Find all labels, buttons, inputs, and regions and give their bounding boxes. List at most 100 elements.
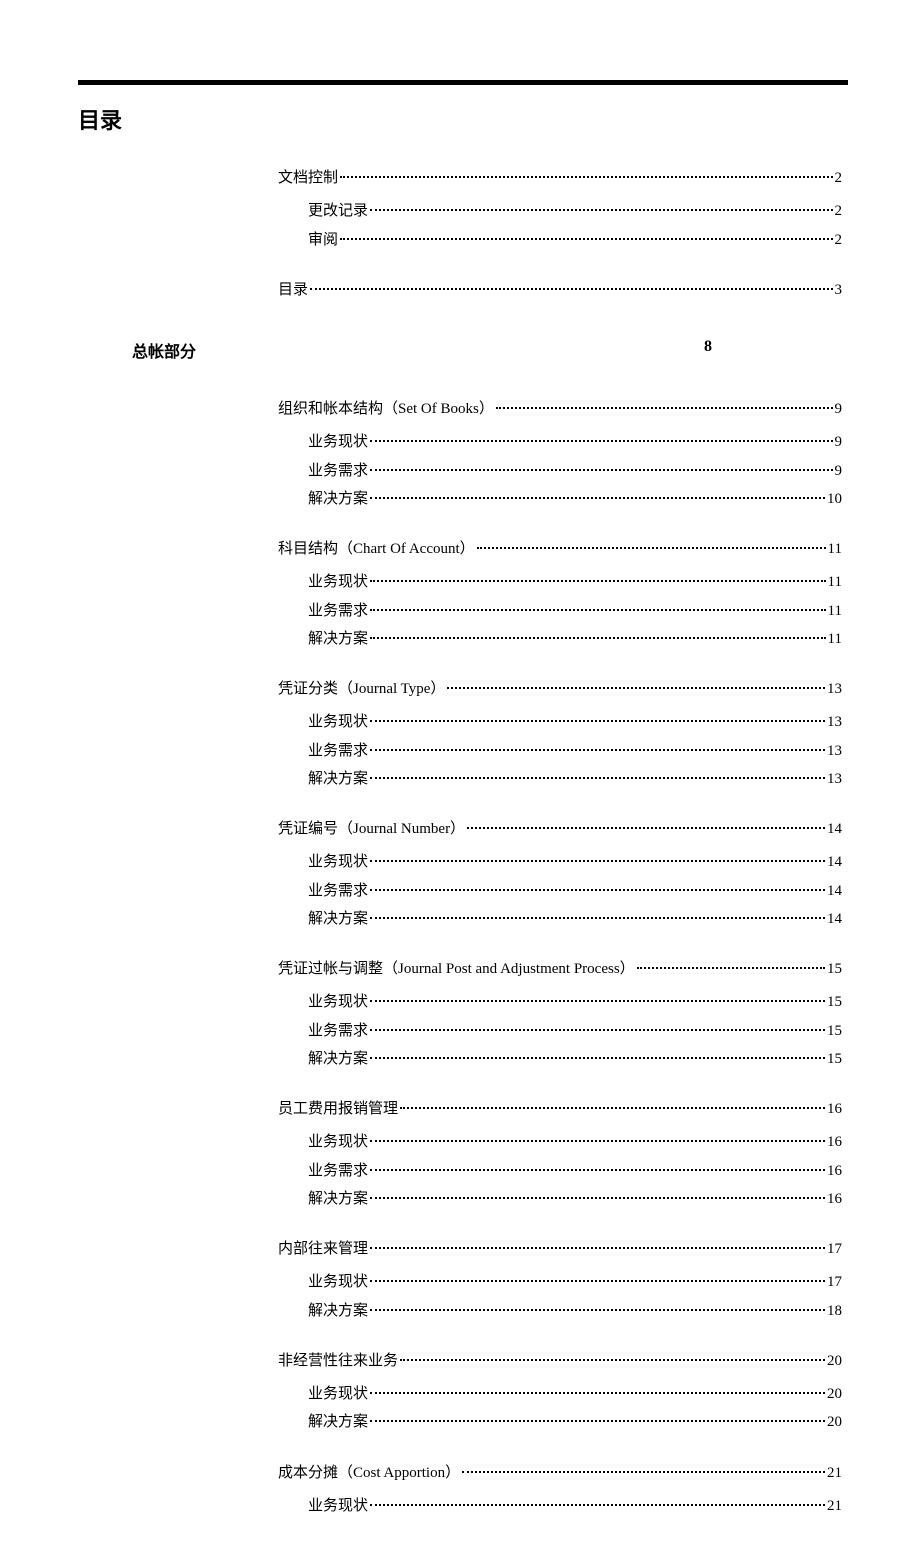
toc-entry[interactable]: 内部往来管理17 <box>278 1238 842 1261</box>
toc-entry[interactable]: 业务现状 15 <box>278 991 842 1014</box>
toc-entry[interactable]: 业务需求 11 <box>278 600 842 623</box>
toc-entry[interactable]: 非经营性往来业务20 <box>278 1350 842 1373</box>
page-title: 目录 <box>78 103 848 135</box>
toc-entry[interactable]: 凭证过帐与调整（Journal Post and Adjustment Proc… <box>278 958 842 981</box>
toc-entry[interactable]: 业务现状16 <box>278 1131 842 1154</box>
toc-entry-label: 业务现状 <box>308 711 368 734</box>
toc-entry-page: 20 <box>827 1383 842 1406</box>
toc-entry-label: 凭证编号（Journal Number） <box>278 818 465 841</box>
toc-entry-page: 13 <box>827 768 842 791</box>
toc-entry-label: 业务需求 <box>308 740 368 763</box>
toc-entry-page: 15 <box>827 1020 842 1043</box>
toc-entry[interactable]: 业务现状20 <box>278 1383 842 1406</box>
toc-entry[interactable]: 解决方案11 <box>278 628 842 651</box>
toc-entry[interactable]: 组织和帐本结构（Set Of Books）9 <box>278 398 842 421</box>
toc-entry[interactable]: 业务现状9 <box>278 431 842 454</box>
toc-entry[interactable]: 解决方案10 <box>278 488 842 511</box>
toc-entry[interactable]: 业务现状13 <box>278 711 842 734</box>
toc-entry[interactable]: 凭证编号（Journal Number） 14 <box>278 818 842 841</box>
toc-entry[interactable]: 业务需求9 <box>278 460 842 483</box>
toc-entry-label: 业务现状 <box>308 571 368 594</box>
toc-entry[interactable]: 解决方案14 <box>278 908 842 931</box>
toc-entry-label: 解决方案 <box>308 1411 368 1434</box>
section-header: 总帐部分 8 <box>78 338 848 362</box>
toc-entry[interactable]: 业务需求15 <box>278 1020 842 1043</box>
toc-entry-page: 16 <box>827 1160 842 1183</box>
toc-entry-label: 业务现状 <box>308 851 368 874</box>
toc-entry[interactable]: 解决方案 13 <box>278 768 842 791</box>
toc-group-gap <box>278 1440 842 1450</box>
toc-entry-page: 11 <box>828 571 842 594</box>
toc-entry-label: 解决方案 <box>308 628 368 651</box>
toc-group-gap <box>278 656 842 666</box>
toc-entry-label: 目录 <box>278 279 308 302</box>
toc-leader <box>370 1280 825 1282</box>
toc-entry-page: 21 <box>827 1495 842 1518</box>
toc-leader <box>370 1057 825 1059</box>
toc-entry-page: 20 <box>827 1411 842 1434</box>
page-container: 目录 文档控制2 更改记录2 审阅 2 目录 3 总帐部分 8 组织和帐本结构（Set O… <box>0 0 920 1563</box>
toc-entry[interactable]: 业务现状17 <box>278 1271 842 1294</box>
toc-entry-label: 业务现状 <box>308 991 368 1014</box>
toc-entry-label: 文档控制 <box>278 167 338 190</box>
toc-entry-label: 业务现状 <box>308 1271 368 1294</box>
toc-entry-page: 15 <box>827 991 842 1014</box>
toc-group-gap <box>278 936 842 946</box>
toc-leader <box>637 967 825 969</box>
toc-entry-page: 9 <box>835 431 843 454</box>
toc-entry[interactable]: 业务现状 14 <box>278 851 842 874</box>
toc-entry-page: 11 <box>828 600 842 623</box>
toc-entry[interactable]: 解决方案 20 <box>278 1411 842 1434</box>
toc-entry-label: 解决方案 <box>308 1300 368 1323</box>
toc-entry-page: 11 <box>828 538 842 561</box>
toc-entry[interactable]: 解决方案18 <box>278 1300 842 1323</box>
toc-leader <box>370 1000 825 1002</box>
toc-entry-page: 16 <box>827 1098 842 1121</box>
toc-group-gap <box>278 796 842 806</box>
toc-group-gap <box>278 257 842 267</box>
toc-leader <box>467 827 825 829</box>
toc-leader <box>370 1504 825 1506</box>
toc-entry-label: 业务需求 <box>308 600 368 623</box>
toc-entry[interactable]: 科目结构（Chart Of Account）11 <box>278 538 842 561</box>
toc-leader <box>310 288 832 290</box>
toc-group-gap <box>278 1328 842 1338</box>
toc-entry-label: 内部往来管理 <box>278 1238 368 1261</box>
toc-entry-page: 14 <box>827 851 842 874</box>
toc-entry-page: 15 <box>827 958 842 981</box>
toc-entry-label: 员工费用报销管理 <box>278 1098 398 1121</box>
toc-entry-page: 2 <box>835 229 843 252</box>
toc-entry[interactable]: 目录 3 <box>278 279 842 302</box>
toc-entry[interactable]: 凭证分类（Journal Type）13 <box>278 678 842 701</box>
toc-entry[interactable]: 业务需求16 <box>278 1160 842 1183</box>
toc-leader <box>477 547 826 549</box>
toc-entry-label: 非经营性往来业务 <box>278 1350 398 1373</box>
toc-entry[interactable]: 审阅 2 <box>278 229 842 252</box>
toc-entry-label: 解决方案 <box>308 768 368 791</box>
toc-leader <box>370 777 825 779</box>
toc-entry[interactable]: 成本分摊（Cost Apportion）21 <box>278 1462 842 1485</box>
toc-entry-label: 审阅 <box>308 229 338 252</box>
toc-leader <box>370 860 825 862</box>
toc-entry-page: 16 <box>827 1131 842 1154</box>
toc-entry[interactable]: 更改记录2 <box>278 200 842 223</box>
toc-leader <box>370 1420 825 1422</box>
toc-entry-page: 10 <box>827 488 842 511</box>
top-rule <box>78 80 848 85</box>
toc-leader <box>462 1471 825 1473</box>
toc-entry-page: 14 <box>827 818 842 841</box>
toc-entry[interactable]: 业务需求 13 <box>278 740 842 763</box>
toc-entry[interactable]: 员工费用报销管理 16 <box>278 1098 842 1121</box>
toc-entry[interactable]: 业务现状21 <box>278 1495 842 1518</box>
toc-entry[interactable]: 文档控制2 <box>278 167 842 190</box>
toc-entry-page: 3 <box>835 279 843 302</box>
toc-entry-label: 解决方案 <box>308 1048 368 1071</box>
toc-entry-page: 13 <box>827 740 842 763</box>
toc-leader <box>400 1107 825 1109</box>
toc-entry[interactable]: 解决方案16 <box>278 1188 842 1211</box>
toc-leader <box>370 440 832 442</box>
toc-entry[interactable]: 业务需求14 <box>278 880 842 903</box>
toc-leader <box>496 407 833 409</box>
toc-entry[interactable]: 业务现状 11 <box>278 571 842 594</box>
toc-entry[interactable]: 解决方案15 <box>278 1048 842 1071</box>
